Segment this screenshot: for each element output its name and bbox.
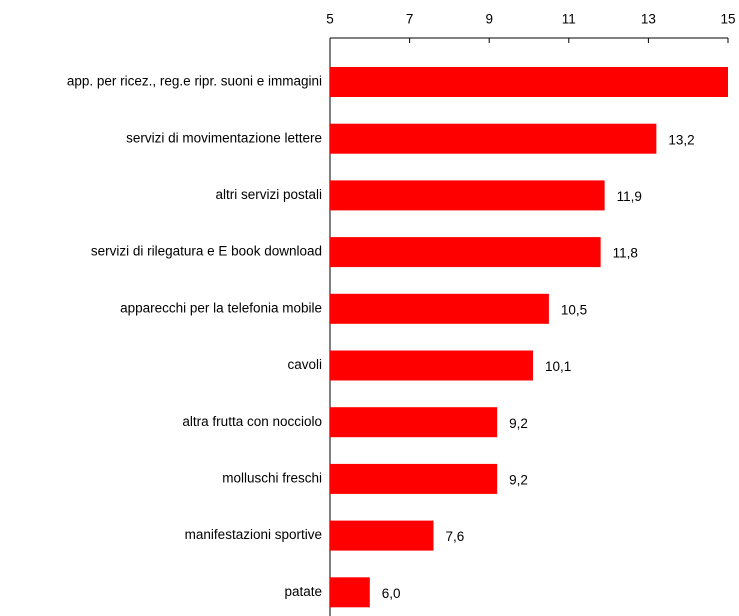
bar <box>330 67 728 97</box>
bar <box>330 520 434 551</box>
data-label: 10,1 <box>545 359 571 374</box>
bar <box>330 577 370 608</box>
x-tick-label: 11 <box>562 12 576 27</box>
data-label: 9,2 <box>509 472 528 487</box>
x-tick-label: 15 <box>720 12 735 27</box>
bar <box>330 350 533 381</box>
y-tick-label: altri servizi postali <box>215 187 322 202</box>
data-label: 7,6 <box>445 529 464 544</box>
y-tick-label: servizi di movimentazione lettere <box>126 130 322 145</box>
x-tick-label: 9 <box>485 12 493 27</box>
data-label: 13,2 <box>668 132 694 147</box>
data-label: 11,9 <box>617 189 642 204</box>
y-tick-label: patate <box>284 584 322 599</box>
bar <box>330 237 601 268</box>
bar <box>330 180 605 211</box>
data-label: 10,5 <box>561 302 587 317</box>
bar <box>330 463 498 494</box>
data-label: 6,0 <box>382 586 401 601</box>
bar <box>330 293 549 324</box>
y-tick-label: servizi di rilegatura e E book download <box>91 244 322 259</box>
y-tick-label: altra frutta con nocciolo <box>182 414 322 429</box>
data-label: 11,8 <box>613 246 638 261</box>
y-tick-label: manifestazioni sportive <box>185 527 322 542</box>
y-tick-label: molluschi freschi <box>222 470 322 485</box>
y-tick-label: app. per ricez., reg.e ripr. suoni e imm… <box>67 74 322 89</box>
bar <box>330 123 657 154</box>
x-tick-label: 13 <box>641 12 656 27</box>
bar <box>330 407 498 438</box>
x-tick-label: 7 <box>406 12 414 27</box>
y-tick-label: cavoli <box>287 357 322 372</box>
x-tick-label: 5 <box>326 12 334 27</box>
y-tick-label: apparecchi per la telefonia mobile <box>120 300 322 315</box>
data-label: 9,2 <box>509 416 528 431</box>
